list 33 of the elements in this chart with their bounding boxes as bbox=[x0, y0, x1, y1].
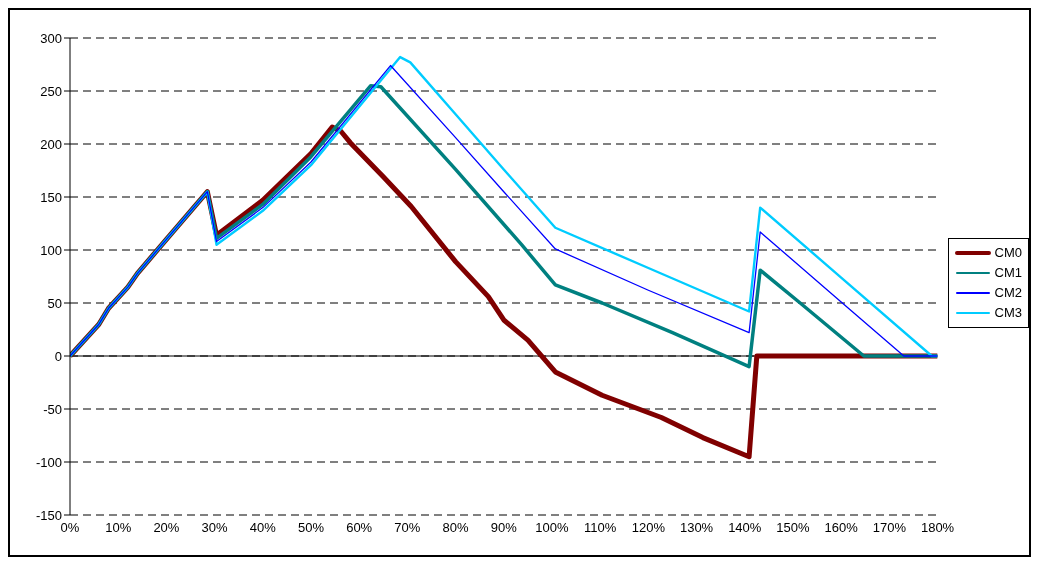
x-tick-label: 130% bbox=[679, 520, 714, 536]
x-tick-label: 100% bbox=[535, 520, 570, 536]
y-tick-label: 250 bbox=[40, 83, 62, 99]
x-tick-label: 70% bbox=[394, 520, 421, 536]
y-tick-label: 100 bbox=[40, 242, 62, 258]
x-tick-label: 140% bbox=[728, 520, 762, 536]
x-tick-label: 40% bbox=[249, 520, 277, 536]
y-tick-label: -50 bbox=[43, 401, 62, 417]
y-tick-label: 150 bbox=[40, 189, 62, 205]
legend-label: CM2 bbox=[994, 283, 1022, 302]
x-tick-label: 60% bbox=[346, 520, 373, 536]
legend-label: CM0 bbox=[994, 243, 1022, 262]
y-tick-label: -150 bbox=[35, 507, 62, 523]
y-tick-label: 50 bbox=[47, 295, 62, 311]
x-tick-label: 90% bbox=[490, 520, 518, 536]
x-tick-label: 160% bbox=[824, 520, 859, 536]
y-tick-label: 200 bbox=[40, 136, 62, 152]
x-tick-label: 30% bbox=[201, 520, 229, 536]
y-tick-label: -100 bbox=[35, 454, 62, 470]
x-tick-label: 50% bbox=[297, 520, 325, 536]
legend-label: CM3 bbox=[994, 303, 1022, 322]
x-tick-label: 170% bbox=[872, 520, 907, 536]
x-tick-label: 80% bbox=[442, 520, 470, 536]
x-tick-label: 150% bbox=[776, 520, 811, 536]
y-tick-label: 0 bbox=[54, 348, 62, 364]
legend-label: CM1 bbox=[994, 263, 1022, 282]
x-tick-label: 120% bbox=[631, 520, 666, 536]
x-tick-label: 110% bbox=[584, 520, 617, 536]
x-tick-label: 0% bbox=[60, 520, 80, 536]
y-tick-label: 300 bbox=[40, 30, 62, 46]
x-tick-label: 180% bbox=[920, 520, 955, 536]
x-tick-label: 10% bbox=[105, 520, 132, 536]
x-tick-label: 20% bbox=[153, 520, 180, 536]
